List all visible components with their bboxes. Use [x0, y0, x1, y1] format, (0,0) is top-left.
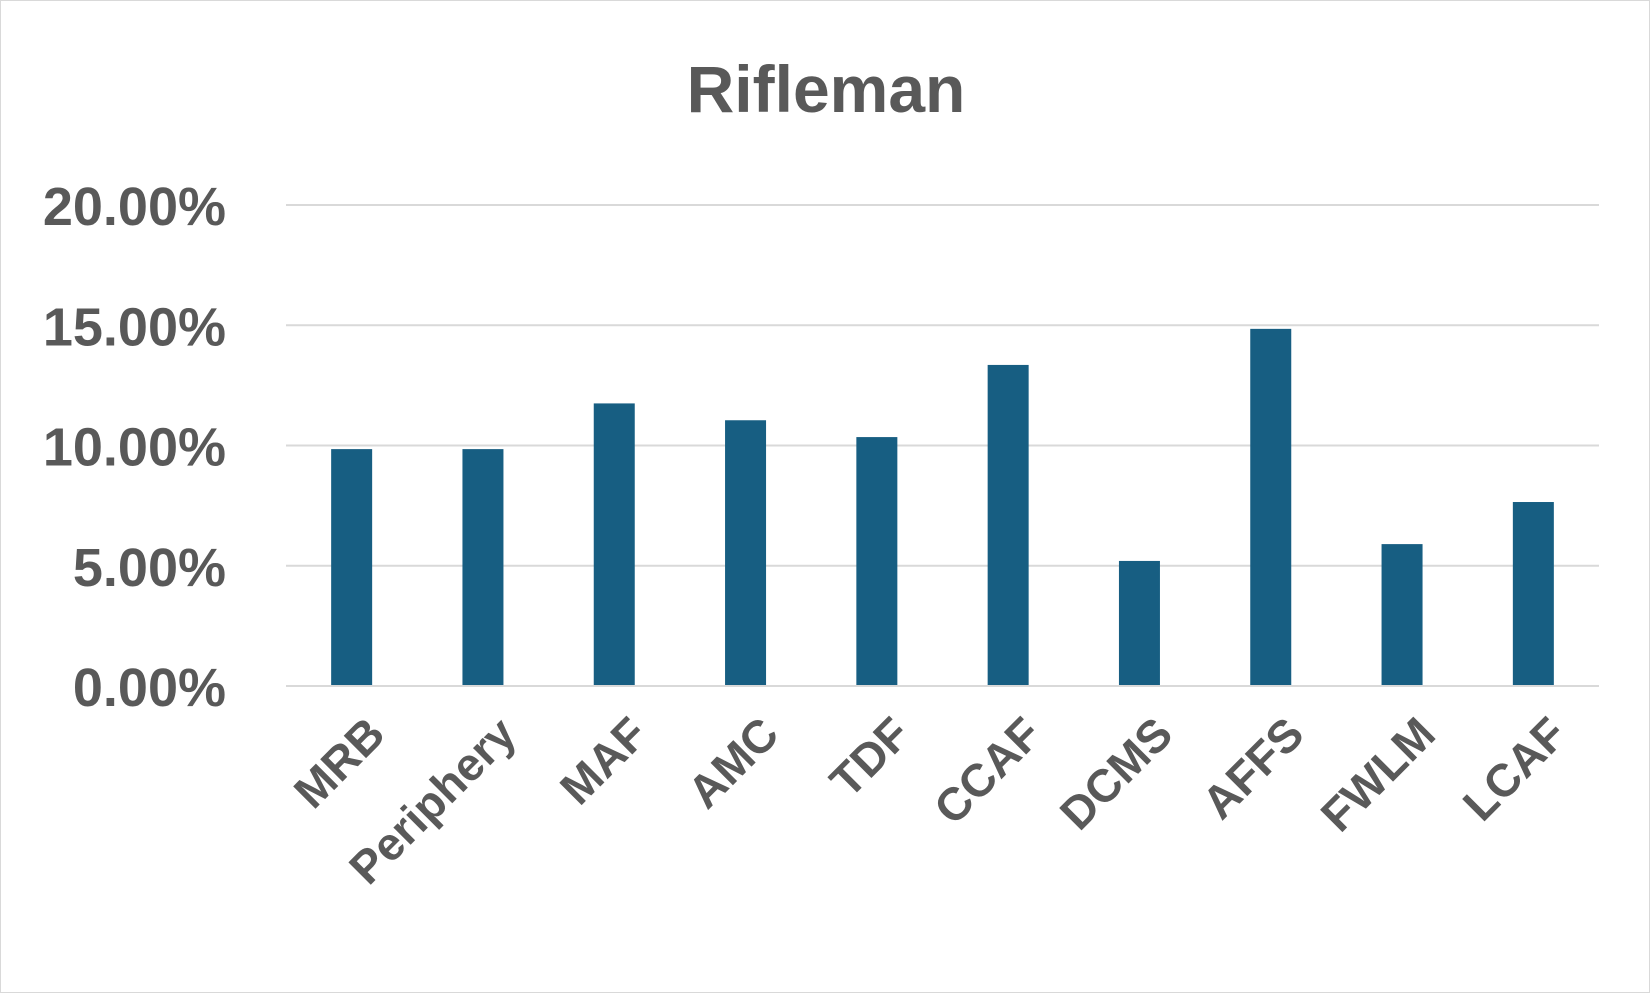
bar-maf [593, 403, 635, 686]
x-tick-label: AFFS [1192, 707, 1314, 829]
bar-affs [1250, 328, 1292, 686]
x-tick-label: LCAF [1453, 707, 1576, 830]
bar-dcms [1118, 560, 1160, 686]
x-tick-label: AMC [678, 707, 789, 818]
x-tick-label: DCMS [1050, 707, 1183, 840]
chart-title: Rifleman [686, 52, 966, 126]
bar-ccaf [987, 364, 1029, 686]
bar-amc [725, 420, 767, 686]
y-tick-label: 10.00% [43, 418, 226, 478]
x-tick-label: FWLM [1311, 707, 1445, 841]
x-tick-label: MAF [550, 707, 657, 814]
bar-periphery [462, 449, 504, 686]
y-tick-label: 5.00% [73, 538, 226, 598]
bar-mrb [331, 449, 373, 686]
bar-lcaf [1512, 502, 1554, 686]
bar-tdf [856, 437, 898, 686]
x-tick-label: CCAF [924, 707, 1051, 834]
x-tick-label: TDF [820, 707, 920, 807]
y-tick-label: 0.00% [73, 658, 226, 718]
y-tick-label: 15.00% [43, 297, 226, 357]
x-tick-label: MRB [284, 707, 395, 818]
bar-fwlm [1381, 544, 1423, 686]
y-tick-label: 20.00% [43, 177, 226, 237]
